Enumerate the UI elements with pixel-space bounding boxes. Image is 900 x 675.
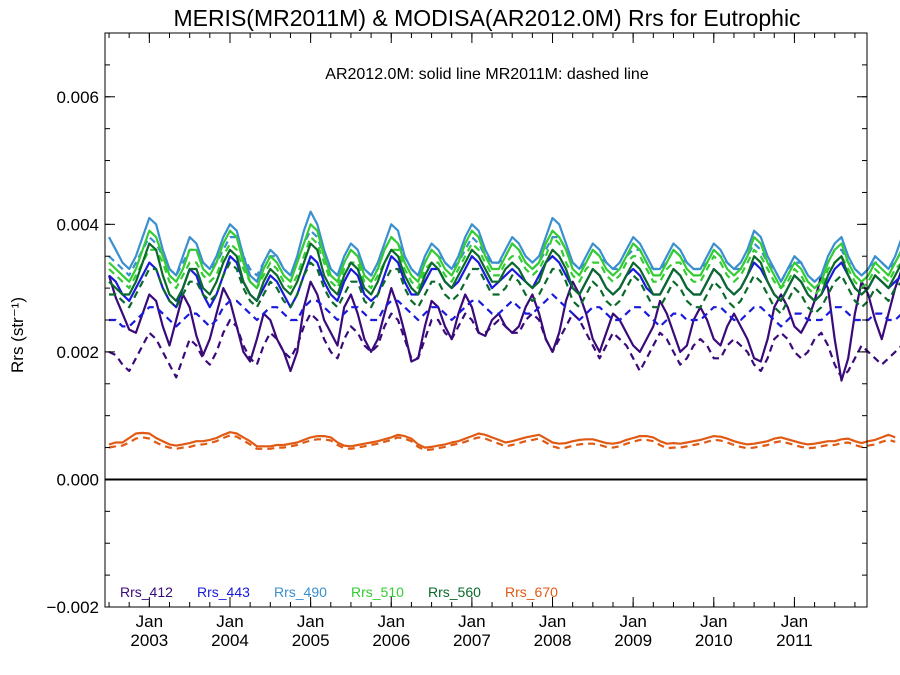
series-line-3-dashed bbox=[109, 293, 900, 328]
x-tick-month: Jan bbox=[458, 612, 485, 631]
line-style-note: AR2012.0M: solid line MR2011M: dashed li… bbox=[325, 66, 649, 83]
x-tick-month: Jan bbox=[539, 612, 566, 631]
y-tick-label: 0.000 bbox=[56, 470, 99, 489]
chart-title: MERIS(MR2011M) & MODISA(AR2012.0M) Rrs f… bbox=[173, 5, 800, 31]
series-layer bbox=[107, 210, 900, 452]
x-tick-year: 2005 bbox=[292, 631, 330, 650]
y-tick-label: −0.002 bbox=[47, 598, 99, 617]
legend-item: Rrs_490 bbox=[274, 584, 327, 600]
series-line-11-dashed bbox=[108, 434, 896, 452]
legend-item: Rrs_412 bbox=[120, 584, 173, 600]
x-tick-year: 2010 bbox=[695, 631, 733, 650]
series-line-7-dashed bbox=[108, 236, 900, 296]
axis-layer: −0.0020.0000.0020.0040.006Jan2003Jan2004… bbox=[47, 32, 867, 650]
x-tick-month: Jan bbox=[136, 612, 163, 631]
legend: Rrs_412 Rrs_443 Rrs_490 Rrs_510 Rrs_560 Rrs_6… bbox=[120, 584, 558, 600]
y-tick-label: 0.004 bbox=[56, 215, 99, 234]
x-tick-month: Jan bbox=[216, 612, 243, 631]
x-tick-month: Jan bbox=[378, 612, 405, 631]
x-tick-year: 2007 bbox=[453, 631, 491, 650]
x-tick-year: 2011 bbox=[776, 631, 813, 650]
x-tick-year: 2003 bbox=[130, 631, 168, 650]
y-tick-label: 0.006 bbox=[56, 88, 99, 107]
series-line-10-solid bbox=[108, 431, 896, 449]
y-axis-label: Rrs (str⁻¹) bbox=[8, 297, 27, 373]
series-line-9-dashed bbox=[109, 261, 900, 315]
series-line-8-solid bbox=[108, 242, 900, 302]
legend-item: Rrs_443 bbox=[197, 584, 250, 600]
legend-item: Rrs_670 bbox=[505, 584, 558, 600]
x-tick-month: Jan bbox=[619, 612, 646, 631]
legend-item: Rrs_510 bbox=[351, 584, 404, 600]
x-tick-year: 2006 bbox=[372, 631, 410, 650]
x-tick-year: 2008 bbox=[534, 631, 572, 650]
series-line-6-solid bbox=[108, 223, 900, 290]
legend-item: Rrs_560 bbox=[428, 584, 481, 600]
x-tick-month: Jan bbox=[781, 612, 808, 631]
x-tick-month: Jan bbox=[297, 612, 324, 631]
plot-frame bbox=[104, 32, 868, 608]
series-line-4-solid bbox=[108, 210, 900, 283]
x-tick-year: 2009 bbox=[614, 631, 652, 650]
y-tick-label: 0.002 bbox=[56, 343, 99, 362]
series-line-1-dashed bbox=[108, 312, 900, 379]
x-tick-year: 2004 bbox=[211, 631, 249, 650]
x-tick-month: Jan bbox=[700, 612, 727, 631]
